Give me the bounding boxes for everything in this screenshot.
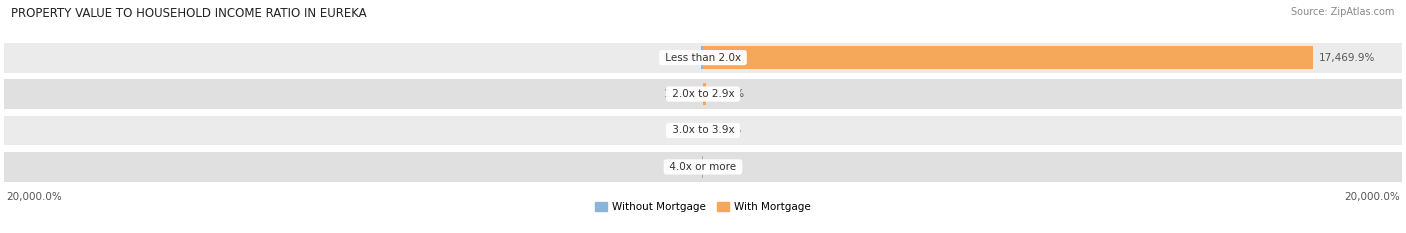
Text: 20,000.0%: 20,000.0%	[6, 192, 62, 202]
Bar	[4, 152, 1402, 182]
Bar	[703, 83, 706, 105]
Text: 3.0x to 3.9x: 3.0x to 3.9x	[669, 126, 737, 136]
Text: 13.7%: 13.7%	[709, 126, 742, 136]
Text: 22.1%: 22.1%	[664, 162, 697, 172]
Text: 20,000.0%: 20,000.0%	[1344, 192, 1400, 202]
Text: 3.2%: 3.2%	[671, 126, 697, 136]
Text: Source: ZipAtlas.com: Source: ZipAtlas.com	[1291, 7, 1395, 17]
Text: 2.0x to 2.9x: 2.0x to 2.9x	[669, 89, 737, 99]
Text: 4.0x or more: 4.0x or more	[666, 162, 740, 172]
Text: 11.4%: 11.4%	[664, 89, 697, 99]
Bar	[703, 46, 1313, 69]
Text: 4.0%: 4.0%	[709, 162, 735, 172]
Text: 61.9%: 61.9%	[662, 53, 696, 63]
Legend: Without Mortgage, With Mortgage: Without Mortgage, With Mortgage	[591, 198, 815, 216]
Bar	[700, 46, 703, 69]
Bar	[4, 79, 1402, 109]
Bar	[4, 116, 1402, 145]
Text: PROPERTY VALUE TO HOUSEHOLD INCOME RATIO IN EUREKA: PROPERTY VALUE TO HOUSEHOLD INCOME RATIO…	[11, 7, 367, 20]
Text: 78.6%: 78.6%	[711, 89, 744, 99]
Text: Less than 2.0x: Less than 2.0x	[662, 53, 744, 63]
Text: 17,469.9%: 17,469.9%	[1319, 53, 1375, 63]
Bar	[4, 43, 1402, 72]
